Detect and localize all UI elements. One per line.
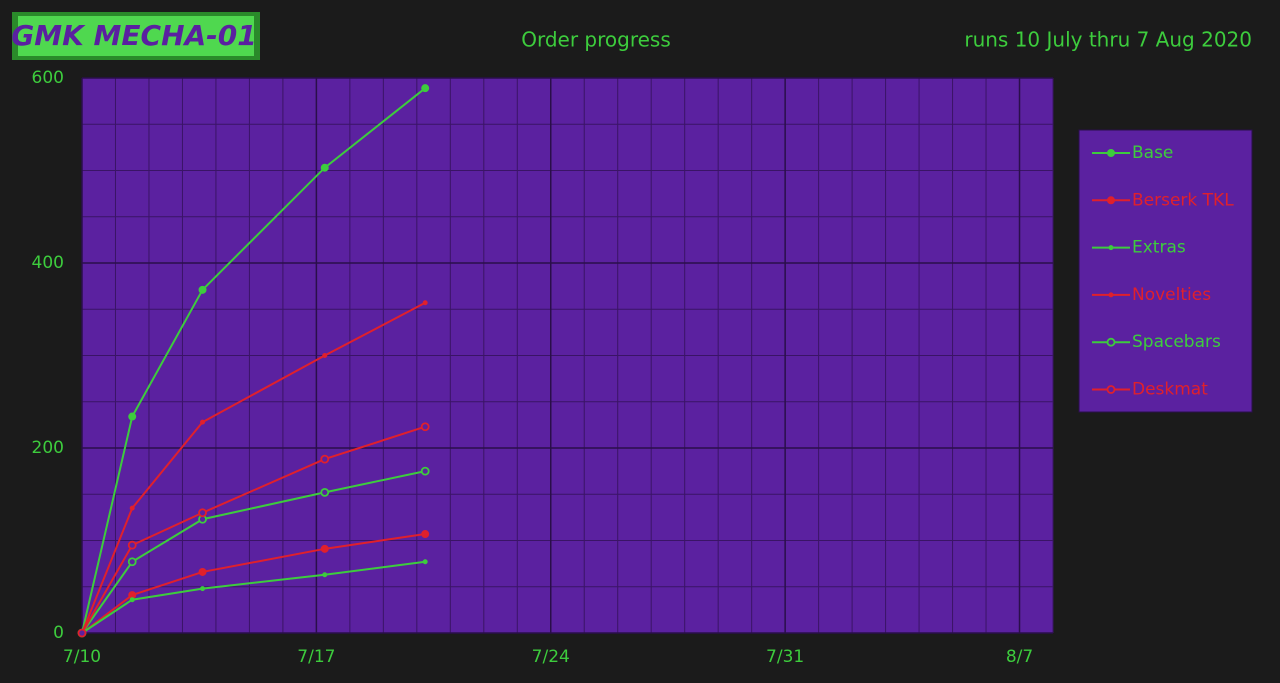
legend: Base Berserk TKL Extras Novelties Spacebars D…	[1078, 129, 1253, 413]
y-tick-label: 600	[32, 68, 64, 88]
legend-marker	[1108, 292, 1114, 298]
legend-label: Extras	[1132, 238, 1186, 258]
badge: GMK MECHA-01	[11, 12, 260, 60]
y-tick-label: 200	[32, 438, 64, 458]
y-tick-label: 400	[32, 253, 64, 273]
x-tick-label: 7/17	[297, 647, 335, 667]
legend-marker	[1106, 385, 1116, 394]
point	[322, 353, 328, 358]
point	[422, 300, 428, 306]
point	[322, 572, 328, 578]
point	[198, 508, 207, 518]
point	[198, 567, 207, 576]
x-tick-label: 8/7	[1006, 647, 1033, 667]
legend-label: Novelties	[1132, 285, 1211, 305]
point	[320, 487, 330, 497]
x-tick-label: 7/10	[63, 647, 101, 667]
legend-box	[1078, 129, 1253, 413]
legend-label: Spacebars	[1132, 332, 1221, 352]
point	[198, 285, 207, 294]
legend-marker	[1107, 196, 1115, 205]
legend-marker	[1106, 337, 1116, 347]
point	[200, 419, 206, 425]
point	[422, 559, 428, 565]
point	[77, 628, 87, 638]
point	[129, 597, 135, 603]
legend-marker	[1108, 245, 1114, 251]
chart-title: Order progress	[521, 28, 671, 52]
point	[320, 163, 329, 172]
point	[420, 466, 430, 476]
point	[320, 454, 330, 464]
x-tick-label: 7/24	[532, 647, 570, 667]
badge-text: GMK MECHA-01	[11, 19, 257, 52]
point	[420, 422, 430, 432]
point	[421, 530, 430, 539]
legend-label: Berserk TKL	[1132, 190, 1234, 210]
point	[421, 84, 430, 93]
legend-label: Deskmat	[1132, 380, 1208, 400]
point	[127, 540, 137, 550]
point	[127, 557, 137, 567]
x-tick-label: 7/31	[766, 647, 804, 667]
legend-marker	[1107, 149, 1115, 157]
y-tick-label: 0	[53, 623, 64, 643]
badge-face	[18, 16, 254, 56]
legend-label: Base	[1132, 143, 1173, 163]
point	[320, 544, 329, 553]
point	[128, 412, 137, 421]
point	[200, 586, 206, 592]
chart-subtitle: runs 10 July thru 7 Aug 2020	[964, 28, 1252, 52]
point	[129, 505, 135, 511]
